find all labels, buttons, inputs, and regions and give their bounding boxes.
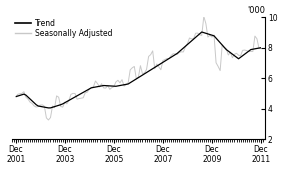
Text: '000: '000 <box>247 6 265 15</box>
Legend: Trend, Seasonally Adjusted: Trend, Seasonally Adjusted <box>16 19 112 38</box>
